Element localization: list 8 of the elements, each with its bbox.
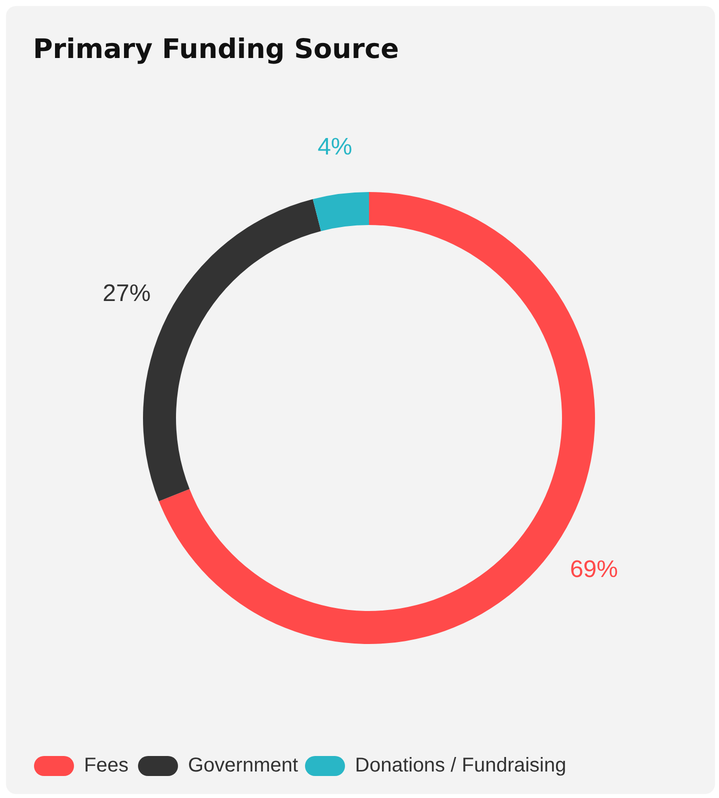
chart-title: Primary Funding Source xyxy=(33,34,399,65)
donut-slice xyxy=(312,192,369,232)
legend-label: Donations / Fundraising xyxy=(355,754,566,776)
legend-label: Government xyxy=(188,754,298,776)
data-label: 4% xyxy=(318,133,352,160)
data-label: 27% xyxy=(102,280,151,307)
data-label: 69% xyxy=(570,556,618,584)
legend-label: Fees xyxy=(84,754,128,776)
